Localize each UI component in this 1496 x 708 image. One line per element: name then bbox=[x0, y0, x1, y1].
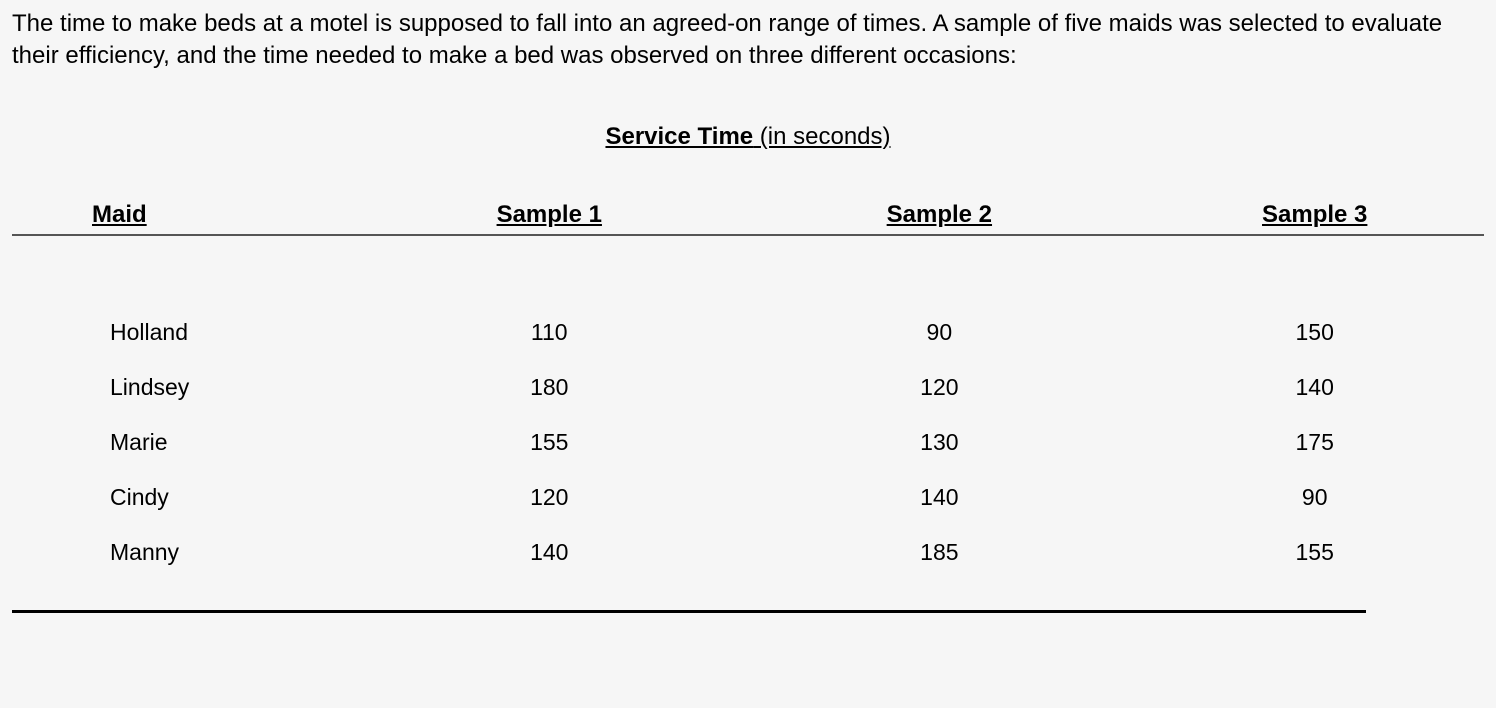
sample1-cell: 110 bbox=[365, 305, 733, 360]
table-row: Cindy 120 140 90 bbox=[12, 470, 1484, 525]
maid-cell: Manny bbox=[12, 525, 365, 580]
table-title-rest: (in seconds) bbox=[753, 123, 890, 150]
table-row: Manny 140 185 155 bbox=[12, 525, 1484, 580]
sample3-cell: 175 bbox=[1145, 415, 1484, 470]
sample3-cell: 155 bbox=[1145, 525, 1484, 580]
sample3-cell: 150 bbox=[1145, 305, 1484, 360]
sample3-cell: 90 bbox=[1145, 470, 1484, 525]
table-title: Service Time (in seconds) bbox=[12, 123, 1484, 151]
sample1-cell: 140 bbox=[365, 525, 733, 580]
table-row: Holland 110 90 150 bbox=[12, 305, 1484, 360]
sample3-cell: 140 bbox=[1145, 360, 1484, 415]
table-row: Lindsey 180 120 140 bbox=[12, 360, 1484, 415]
bottom-rule bbox=[12, 610, 1366, 613]
sample2-cell: 90 bbox=[733, 305, 1145, 360]
sample1-cell: 155 bbox=[365, 415, 733, 470]
sample2-cell: 130 bbox=[733, 415, 1145, 470]
col-header-maid: Maid bbox=[12, 201, 365, 233]
table-header-row: Maid Sample 1 Sample 2 Sample 3 bbox=[12, 201, 1484, 233]
maid-cell: Marie bbox=[12, 415, 365, 470]
maid-cell: Cindy bbox=[12, 470, 365, 525]
service-time-table: Maid Sample 1 Sample 2 Sample 3 Holland … bbox=[12, 201, 1484, 580]
maid-cell: Lindsey bbox=[12, 360, 365, 415]
sample1-cell: 120 bbox=[365, 470, 733, 525]
col-header-sample1: Sample 1 bbox=[365, 201, 733, 233]
col-header-sample2: Sample 2 bbox=[733, 201, 1145, 233]
table-body: Holland 110 90 150 Lindsey 180 120 140 M… bbox=[12, 235, 1484, 580]
maid-cell: Holland bbox=[12, 305, 365, 360]
sample1-cell: 180 bbox=[365, 360, 733, 415]
col-header-sample3: Sample 3 bbox=[1145, 201, 1484, 233]
table-title-bold: Service Time bbox=[605, 123, 753, 150]
intro-text: The time to make beds at a motel is supp… bbox=[12, 8, 1482, 73]
sample2-cell: 140 bbox=[733, 470, 1145, 525]
table-row: Marie 155 130 175 bbox=[12, 415, 1484, 470]
sample2-cell: 120 bbox=[733, 360, 1145, 415]
sample2-cell: 185 bbox=[733, 525, 1145, 580]
spacer-row bbox=[12, 235, 1484, 305]
